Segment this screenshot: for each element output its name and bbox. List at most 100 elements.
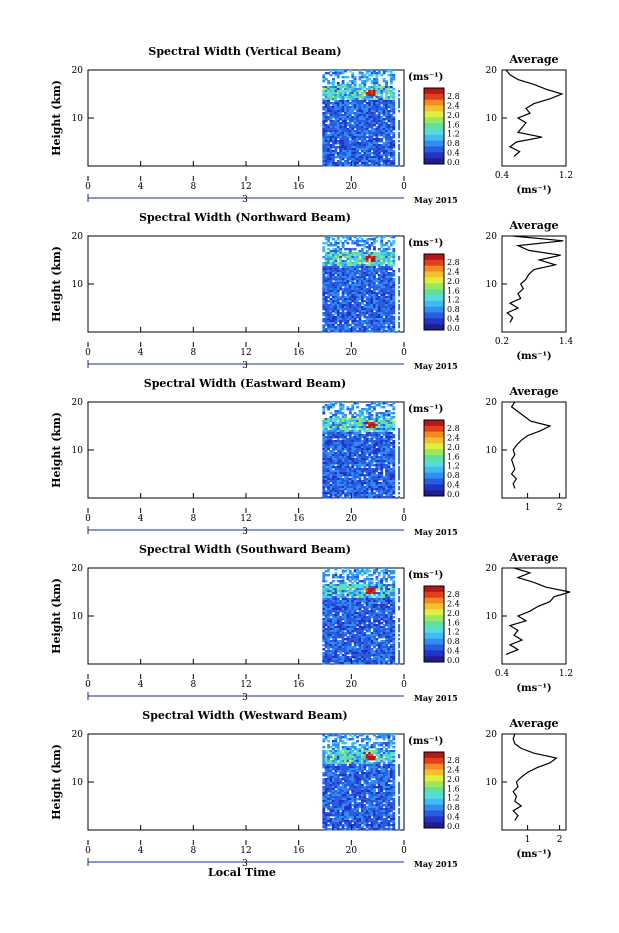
heatmap-cell: [366, 474, 369, 476]
colorbar-segment: [424, 301, 444, 307]
heatmap-cell: [344, 590, 347, 592]
heatmap-cell: [356, 476, 359, 478]
date-marker: 3: [242, 361, 248, 371]
heatmap-cell: [392, 492, 395, 494]
heatmap-cell: [392, 78, 395, 80]
colorbar-segment: [424, 111, 444, 117]
heatmap-cell: [363, 470, 366, 472]
y-axis-label: Height (km): [50, 246, 63, 322]
heatmap-cell: [371, 574, 374, 576]
heatmap-cell: [368, 70, 371, 72]
colorbar-segment: [424, 254, 444, 260]
colorbar-tick: 2.8: [447, 424, 460, 433]
heatmap-cell: [334, 622, 337, 624]
heatmap-cell: [363, 482, 366, 484]
heatmap-cell: [354, 630, 357, 632]
xtick-label: 0: [401, 514, 407, 524]
heatmap-cell: [356, 272, 359, 274]
heatmap-cell: [383, 492, 386, 494]
heatmap-cell: [349, 80, 352, 82]
heatmap-cell: [334, 448, 337, 450]
heatmap-cell: [351, 300, 354, 302]
heatmap-cell: [383, 636, 386, 638]
heatmap-cell: [359, 164, 362, 166]
heatmap-cell: [339, 308, 342, 310]
heatmap-cell: [392, 612, 395, 614]
panel-0: Spectral Width (Vertical Beam)2010Height…: [50, 45, 573, 205]
heatmap-cell: [366, 88, 369, 90]
colorbar-segment: [424, 438, 444, 444]
average-xtick-label: 1.4: [559, 337, 574, 347]
heatmap-cell: [363, 296, 366, 298]
heatmap-cell: [388, 602, 391, 604]
heatmap-cell: [344, 634, 347, 636]
heatmap-cell: [375, 496, 378, 498]
colorbar-unit: (ms⁻¹): [408, 404, 443, 415]
heatmap-cell: [385, 70, 388, 72]
colorbar-segment: [424, 426, 444, 432]
xtick-label: 8: [190, 348, 196, 358]
heatmap-cell: [327, 448, 330, 450]
heatmap-cell: [337, 242, 340, 244]
heatmap-strip: [398, 286, 400, 288]
heatmap-cell: [378, 468, 381, 470]
heatmap-cell: [347, 568, 350, 570]
colorbar-segment: [424, 455, 444, 461]
average-unit: (ms⁻¹): [516, 351, 551, 362]
colorbar-tick: 0.8: [447, 139, 460, 148]
heatmap-cell: [347, 124, 350, 126]
heatmap-cell: [351, 82, 354, 84]
average-profile-line: [507, 236, 563, 322]
colorbar-tick: 0.8: [447, 471, 460, 480]
heatmap-cell: [371, 616, 374, 618]
heatmap-strip: [398, 110, 400, 112]
heatmap-cell: [334, 142, 337, 144]
average-ytick-label: 10: [486, 114, 498, 124]
heatmap-cell: [371, 418, 374, 420]
heatmap-strip: [398, 488, 400, 490]
heatmap-cell: [392, 146, 395, 148]
heatmap-cell: [337, 146, 340, 148]
xtick-label: 0: [85, 348, 91, 358]
heatmap-strip: [398, 136, 400, 138]
heatmap-cell: [354, 496, 357, 498]
heatmap-cell: [349, 324, 352, 326]
heatmap-cell: [322, 80, 325, 82]
heatmap-cell: [330, 70, 333, 72]
heatmap-cell: [359, 244, 362, 246]
date-label: May 2015: [414, 361, 458, 371]
heatmap-cell: [330, 74, 333, 76]
heatmap-strip: [398, 300, 400, 302]
heatmap-cell: [322, 314, 325, 316]
heatmap-cell: [385, 164, 388, 166]
average-profile-line: [506, 70, 562, 156]
heatmap-cell: [344, 164, 347, 166]
heatmap-cell: [359, 148, 362, 150]
heatmap-cell: [375, 272, 378, 274]
heatmap-cell: [337, 96, 340, 98]
heatmap-cell: [371, 244, 374, 246]
heatmap-cell: [366, 612, 369, 614]
heatmap-cell: [373, 464, 376, 466]
heatmap-cell: [354, 464, 357, 466]
heatmap-cell: [375, 620, 378, 622]
heatmap-cell: [351, 432, 354, 434]
average-title: Average: [508, 219, 558, 232]
heatmap-cell: [361, 330, 364, 332]
heatmap-cell: [332, 592, 335, 594]
heatmap-cell: [363, 628, 366, 630]
heatmap-cell: [327, 130, 330, 132]
colorbar-segment: [424, 106, 444, 112]
colorbar-segment: [424, 312, 444, 318]
colorbar-segment: [424, 484, 444, 490]
heatmap-cell: [337, 418, 340, 420]
heatmap-cell: [375, 404, 378, 406]
heatmap-cell: [327, 492, 330, 494]
heatmap-cell: [344, 156, 347, 158]
heatmap-cell: [373, 402, 376, 404]
colorbar-segment: [424, 295, 444, 301]
xtick-label: 0: [401, 348, 407, 358]
heatmap-cell: [322, 256, 325, 258]
heatmap-cell: [327, 496, 330, 498]
heatmap-cell: [368, 574, 371, 576]
